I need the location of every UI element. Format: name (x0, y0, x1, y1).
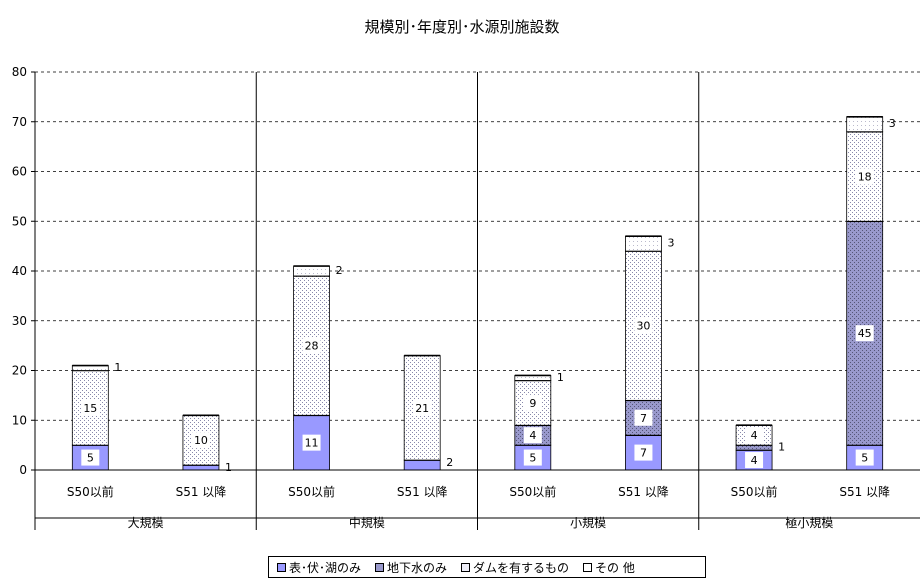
data-label: 45 (858, 327, 872, 340)
legend-label: ダムを有するもの (473, 560, 570, 575)
y-tick-label: 80 (12, 65, 27, 79)
bar-segment (403, 459, 441, 471)
data-label-bg (81, 449, 100, 466)
category-label: S51 以降 (618, 485, 669, 499)
data-label: 5 (861, 452, 868, 465)
legend-swatch (583, 562, 593, 572)
data-label-bg (634, 444, 653, 461)
data-label: 2 (336, 264, 343, 277)
data-label: 3 (889, 117, 896, 130)
legend-swatch (375, 562, 385, 572)
data-label: 15 (83, 402, 97, 415)
legend-label: 地下水のみ (387, 560, 448, 575)
bar-segment (625, 235, 662, 252)
data-label-bg (523, 394, 542, 411)
data-label-bg (302, 337, 321, 354)
data-label: 1 (557, 371, 564, 384)
data-label: 10 (194, 434, 208, 447)
data-label: 9 (529, 397, 536, 410)
data-label-bg (523, 427, 542, 444)
data-label-bg (855, 325, 874, 342)
y-tick-label: 30 (12, 314, 27, 328)
group-label: 小規模 (570, 515, 606, 530)
data-label: 4 (751, 429, 758, 442)
data-label: 2 (446, 456, 453, 469)
y-tick-label: 20 (12, 364, 27, 378)
y-tick-label: 70 (12, 115, 27, 129)
category-label: S50以前 (67, 484, 114, 499)
bar-segment (293, 265, 330, 277)
data-label-bg (81, 399, 100, 416)
group-label: 極小規模 (785, 515, 833, 530)
data-label-bg (634, 409, 653, 426)
legend-item-dam: ダムを有するもの (461, 559, 569, 576)
data-label: 5 (87, 452, 94, 465)
group-label: 大規模 (128, 515, 164, 530)
legend-swatch (461, 562, 471, 572)
data-label: 21 (415, 402, 429, 415)
category-label: S51 以降 (176, 485, 227, 499)
legend: 表･伏･湖のみ 地下水のみ ダムを有するもの その 他 (268, 556, 706, 578)
y-tick-label: 60 (12, 165, 27, 179)
data-label: 5 (529, 452, 536, 465)
y-tick-label: 50 (12, 214, 27, 228)
legend-item-groundwater: 地下水のみ (375, 559, 447, 576)
legend-swatch (277, 562, 286, 572)
bar-segment (846, 116, 884, 133)
data-label: 28 (305, 340, 319, 353)
y-tick-label: 40 (12, 264, 27, 278)
data-label-bg (745, 452, 764, 469)
y-tick-label: 0 (19, 463, 27, 477)
legend-label: その 他 (595, 560, 635, 575)
data-label: 3 (667, 237, 674, 250)
data-label-bg (745, 427, 764, 444)
data-label: 11 (305, 437, 319, 450)
data-label: 4 (529, 429, 536, 442)
category-label: S51 以降 (839, 485, 890, 499)
data-label-bg (855, 168, 874, 185)
data-label: 30 (636, 320, 650, 333)
data-label: 1 (114, 361, 121, 374)
data-label-bg (634, 317, 653, 334)
data-label-bg (191, 432, 210, 449)
category-label: S50以前 (509, 484, 556, 499)
data-label-bg (302, 434, 321, 451)
data-label-bg (523, 449, 542, 466)
data-label: 7 (640, 412, 647, 425)
group-label: 中規模 (349, 515, 385, 530)
data-label: 18 (858, 170, 872, 183)
legend-item-surface: 表･伏･湖のみ (277, 559, 361, 576)
data-label: 1 (778, 441, 785, 454)
data-label: 7 (640, 447, 647, 460)
data-label-bg (855, 449, 874, 466)
data-label: 1 (225, 461, 232, 474)
chart-title: 規模別･年度別･水源別施設数 (364, 18, 559, 36)
legend-label: 表･伏･湖のみ (289, 560, 362, 575)
category-label: S50以前 (288, 484, 335, 499)
data-label-bg (413, 399, 432, 416)
legend-item-other: その 他 (583, 559, 635, 576)
y-tick-label: 10 (12, 413, 27, 427)
category-label: S51 以降 (397, 485, 448, 499)
category-label: S50以前 (731, 484, 778, 499)
data-label: 4 (751, 454, 758, 467)
